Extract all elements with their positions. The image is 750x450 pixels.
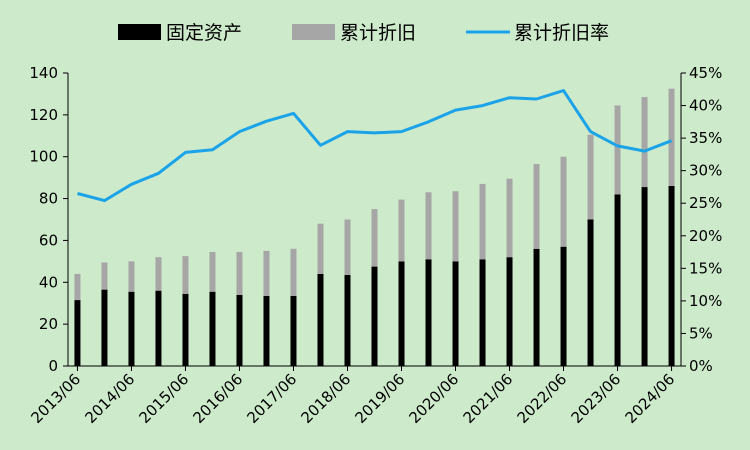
y-right-tick-label: 35%	[689, 129, 722, 147]
bar-fixed-assets-2015/06	[182, 293, 189, 366]
y-left-tick-label: 100	[29, 148, 58, 166]
y-left-tick-label: 140	[29, 64, 58, 82]
y-right-tick-label: 15%	[689, 259, 722, 277]
bar-accum-depreciation-2019/06	[398, 199, 405, 262]
y-right-tick-label: 40%	[689, 97, 722, 115]
bar-fixed-assets-2023/06	[614, 194, 621, 366]
bar-accum-depreciation-2017/06	[290, 248, 297, 296]
y-right-tick-label: 0%	[689, 357, 713, 375]
legend-swatch	[118, 24, 161, 40]
bar-fixed-assets-2022/12	[587, 219, 594, 366]
legend-label: 累计折旧	[340, 22, 416, 44]
x-tick-label: 2023/06	[568, 370, 625, 427]
x-tick-label: 2021/06	[460, 370, 517, 427]
bar-accum-depreciation-2014/06	[128, 261, 135, 292]
bars	[74, 88, 675, 366]
bar-fixed-assets-2022/06	[560, 246, 567, 366]
bar-fixed-assets-2018/12	[371, 266, 378, 366]
bar-fixed-assets-2019/12	[425, 259, 432, 366]
bar-accum-depreciation-2016/06	[236, 251, 243, 295]
y-right-tick-label: 20%	[689, 227, 722, 245]
bar-fixed-assets-2018/06	[344, 274, 351, 366]
bar-accum-depreciation-2013/12	[101, 262, 108, 290]
x-tick-label: 2019/06	[352, 370, 409, 427]
bar-accum-depreciation-2015/12	[209, 251, 216, 292]
bar-fixed-assets-2021/12	[533, 248, 540, 366]
bar-accum-depreciation-2015/06	[182, 256, 189, 294]
y-right-tick-label: 25%	[689, 194, 722, 212]
bar-accum-depreciation-2017/12	[317, 223, 324, 274]
bar-fixed-assets-2023/12	[641, 187, 648, 366]
bar-accum-depreciation-2013/06	[74, 273, 81, 301]
bar-accum-depreciation-2016/12	[263, 250, 270, 296]
x-tick-label: 2013/06	[27, 370, 84, 427]
x-tick-label: 2017/06	[244, 370, 301, 427]
bar-fixed-assets-2014/12	[155, 290, 162, 366]
bar-fixed-assets-2021/06	[506, 257, 513, 366]
legend-label: 固定资产	[166, 22, 242, 44]
bar-fixed-assets-2017/06	[290, 295, 297, 366]
bar-accum-depreciation-2020/12	[479, 183, 486, 260]
x-tick-label: 2015/06	[135, 370, 192, 427]
bar-fixed-assets-2020/06	[452, 261, 459, 366]
bar-accum-depreciation-2018/12	[371, 209, 378, 267]
legend-swatch	[292, 24, 335, 40]
bar-accum-depreciation-2021/06	[506, 178, 513, 258]
bar-fixed-assets-2017/12	[317, 273, 324, 366]
legend: 固定资产 累计折旧 累计折旧率	[118, 22, 609, 44]
bar-accum-depreciation-2023/12	[641, 97, 648, 188]
bar-fixed-assets-2020/12	[479, 259, 486, 366]
bar-fixed-assets-2016/12	[263, 295, 270, 366]
bar-fixed-assets-2015/12	[209, 291, 216, 366]
y-left-tick-label: 20	[39, 315, 58, 333]
bar-accum-depreciation-2021/12	[533, 164, 540, 249]
x-tick-label: 2022/06	[514, 370, 571, 427]
bar-fixed-assets-2016/06	[236, 294, 243, 366]
bar-accum-depreciation-2020/06	[452, 191, 459, 262]
x-tick-label: 2020/06	[406, 370, 463, 427]
y-right-tick-label: 10%	[689, 292, 722, 310]
line-series	[77, 89, 673, 203]
y-left-tick-label: 80	[39, 190, 58, 208]
y-right-tick-label: 5%	[689, 324, 713, 342]
y-left-tick-label: 40	[39, 273, 58, 291]
bar-fixed-assets-2013/12	[101, 289, 108, 366]
bar-accum-depreciation-2022/06	[560, 156, 567, 247]
x-tick-label: 2018/06	[298, 370, 355, 427]
line-depreciation-rate	[77, 89, 673, 203]
y-right-tick-label: 45%	[689, 64, 722, 82]
bar-accum-depreciation-2019/12	[425, 192, 432, 260]
bar-fixed-assets-2019/06	[398, 261, 405, 366]
bar-fixed-assets-2013/06	[74, 300, 81, 366]
y-left-tick-label: 120	[29, 106, 58, 124]
bar-fixed-assets-2014/06	[128, 291, 135, 366]
x-tick-label: 2014/06	[81, 370, 138, 427]
bar-accum-depreciation-2023/06	[614, 105, 621, 195]
y-left-tick-label: 60	[39, 231, 58, 249]
bar-accum-depreciation-2022/12	[587, 134, 594, 220]
bar-accum-depreciation-2018/06	[344, 219, 351, 275]
bar-accum-depreciation-2014/12	[155, 257, 162, 291]
x-tick-label: 2024/06	[622, 370, 679, 427]
y-right-tick-label: 30%	[689, 162, 722, 180]
x-tick-label: 2016/06	[190, 370, 247, 427]
y-left-tick-label: 0	[48, 357, 58, 375]
legend-label: 累计折旧率	[514, 22, 609, 44]
bar-accum-depreciation-2024/06	[668, 88, 675, 187]
bar-fixed-assets-2024/06	[668, 186, 675, 366]
